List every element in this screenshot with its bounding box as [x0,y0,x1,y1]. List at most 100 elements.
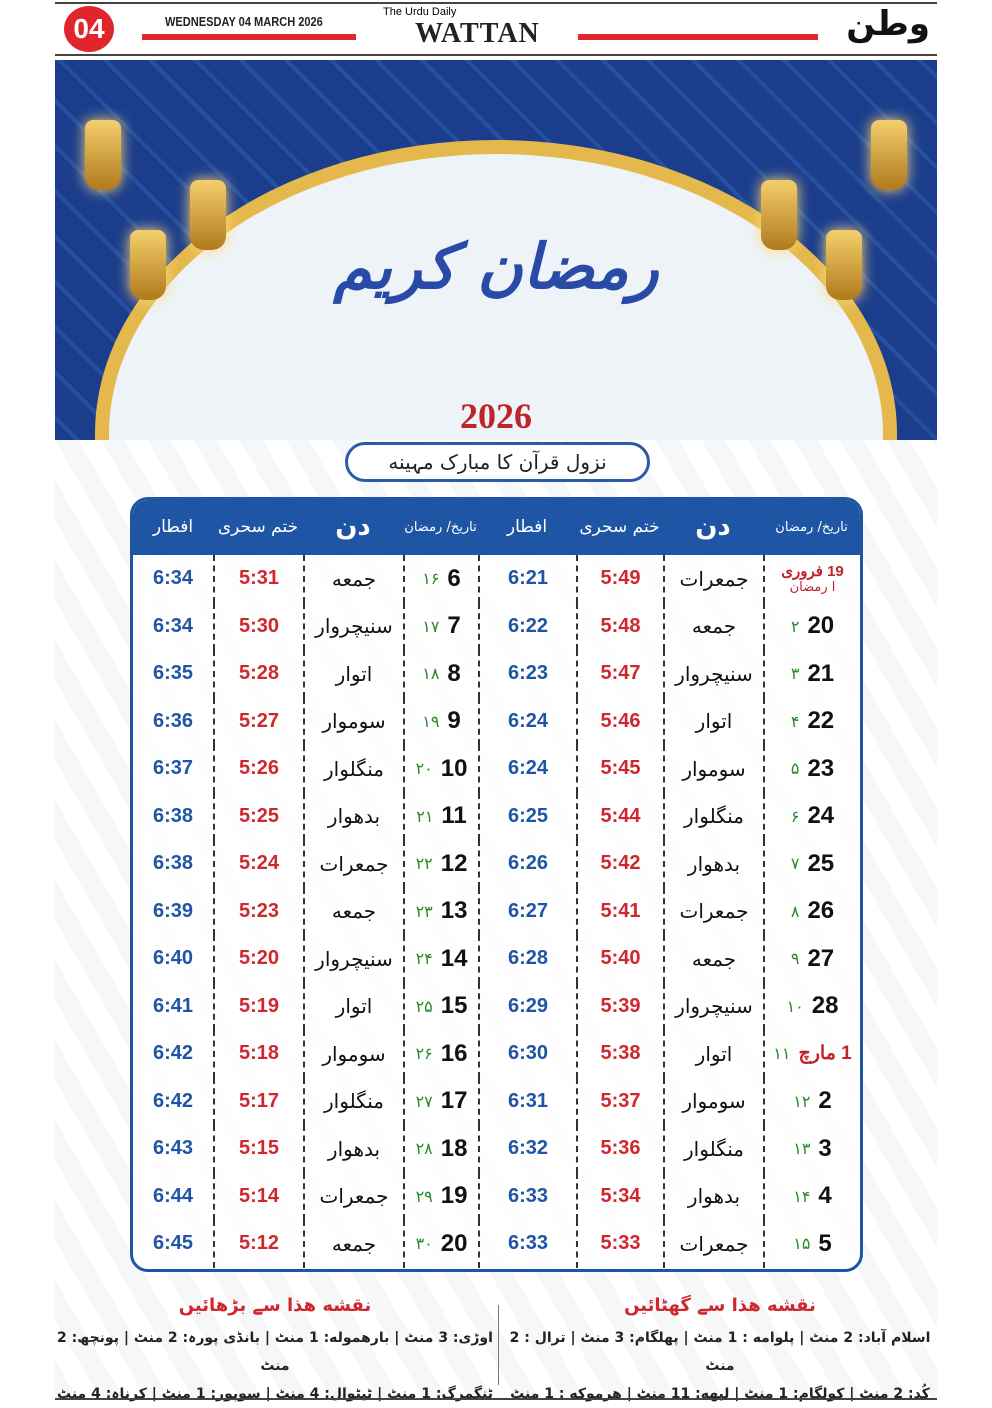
lantern-icon [871,120,907,190]
lantern-icon [826,230,862,300]
gregorian-date: 9 [447,707,461,735]
iftar-time: 6:38 [152,804,194,827]
weekday: سوموار [663,745,763,793]
subtract-note: نقشه هذا سے گھٹائیں اسلام آباد: 2 منٹ | … [500,1295,940,1408]
date-cell: 3 ۱۳ [763,1125,860,1173]
sehri-time: 5:23 [213,887,303,935]
iftar-time: 6:44 [152,1184,194,1207]
iftar-time: 6:42 [152,1089,194,1112]
ramadan-day: ۹ [790,949,800,969]
weekday: جمعه [303,1220,403,1268]
ramadan-day: ا رمضان [789,580,836,596]
sehri-time: 5:31 [213,555,303,603]
weekday: اتوار [663,1030,763,1078]
iftar-time: 6:34 [152,614,194,637]
date-cell: 14 ۲۴ [403,935,478,983]
sehri-time: 5:49 [576,555,663,603]
date-cell: 9 ۱۹ [403,697,478,745]
iftar-time: 6:24 [478,697,576,745]
iftar-time: 6:29 [478,982,576,1030]
date-cell: 28 ۱۰ [763,982,860,1030]
date-cell: 24 ۶ [763,792,860,840]
masthead-brand: WATTAN [415,18,540,49]
sehri-time: 5:12 [213,1220,303,1268]
table-row: 19 فروری ا رمضان جمعرات 5:49 6:21 6 ۱۶ جمعه 5:31… [133,555,860,603]
date-cell: 18 ۲۸ [403,1125,478,1173]
sehri-time: 5:40 [576,935,663,983]
gregorian-date: 20 [807,612,835,640]
issue-date: WEDNESDAY 04 MARCH 2026 [165,14,323,29]
ramadan-day: ۱۶ [422,569,440,589]
weekday: جمعرات [663,1220,763,1268]
weekday: جمعه [303,555,403,603]
date-cell: 22 ۴ [763,697,860,745]
weekday: بدھوار [663,1172,763,1220]
iftar-time: 6:30 [478,1030,576,1078]
gregorian-date: 7 [447,612,461,640]
red-bar-left [142,34,356,40]
sehri-time: 5:41 [576,887,663,935]
sehri-time: 5:46 [576,697,663,745]
sehri-time: 5:18 [213,1030,303,1078]
weekday: جمعرات [303,1172,403,1220]
weekday: سنیچروار [663,650,763,698]
ramadan-day: ۲۲ [415,854,433,874]
ramadan-day: ۳ [790,664,800,684]
sehri-time: 5:42 [576,840,663,888]
column-header: افطار [506,517,548,537]
sehri-time: 5:25 [213,792,303,840]
iftar-time: 6:24 [478,745,576,793]
ramadan-day: ۲۰ [415,759,433,779]
column-header: دن [335,512,371,542]
gregorian-date: 18 [440,1134,468,1162]
gregorian-date: 13 [440,897,468,925]
column-header: تاریخ/ رمضان [775,520,848,535]
iftar-time: 6:23 [478,650,576,698]
ramadan-day: ۷ [790,854,800,874]
date-cell: 16 ۲۶ [403,1030,478,1078]
weekday: جمعه [663,935,763,983]
table-row: 27 ۹ جمعه 5:40 6:28 14 ۲۴ سنیچروار 5:20 6:40 [133,935,860,983]
weekday: سنیچروار [303,602,403,650]
ramadan-day: ۱۳ [793,1139,811,1159]
ramadan-day: ۲۷ [415,1091,433,1111]
date-cell: 19 فروری ا رمضان [763,555,860,603]
ramadan-banner [55,60,937,440]
column-header: دن [695,512,731,542]
date-cell: 5 ۱۵ [763,1220,860,1268]
sehri-time: 5:20 [213,935,303,983]
date-cell: 20 ۳۰ [403,1220,478,1268]
sehri-time: 5:36 [576,1125,663,1173]
weekday: جمعرات [303,840,403,888]
date-cell: 11 ۲۱ [403,792,478,840]
add-note: نقشه هذا سے بڑھائیں اوڑی: 3 منٹ | بارهمو… [55,1295,495,1408]
weekday: بدھوار [303,792,403,840]
table-row: 20 ۲ جمعه 5:48 6:22 7 ۱۷ سنیچروار 5:30 6:34 [133,602,860,650]
bottom-rule [55,1398,937,1400]
ramadan-day: ۶ [790,806,800,826]
table-row: 2 ۱۲ سوموار 5:37 6:31 17 ۲۷ منگلوار 5:17 6:42 [133,1077,860,1125]
gregorian-date: 8 [447,659,461,687]
date-cell: 13 ۲۳ [403,887,478,935]
ramadan-day: ۵ [790,759,800,779]
lantern-icon [190,180,226,250]
gregorian-date: 10 [440,754,468,782]
column-header: ختم سحری [579,517,660,537]
gregorian-date: 20 [440,1229,468,1257]
date-cell: 25 ۷ [763,840,860,888]
ramadan-day: ۱۴ [793,1186,811,1206]
banner-tagline: نزول قرآن کا مبارک مہینه [345,442,650,482]
gregorian-date: 22 [807,707,835,735]
gregorian-date: 4 [818,1182,832,1210]
weekday: منگلوار [303,745,403,793]
ramadan-day: ۴ [790,711,800,731]
iftar-time: 6:31 [478,1077,576,1125]
sehri-time: 5:45 [576,745,663,793]
iftar-time: 6:33 [478,1172,576,1220]
gregorian-date: 21 [807,659,835,687]
iftar-time: 6:38 [152,852,194,875]
gregorian-date: 26 [807,897,835,925]
weekday: سوموار [303,697,403,745]
ramadan-day: ۲۹ [415,1186,433,1206]
sehri-time: 5:28 [213,650,303,698]
